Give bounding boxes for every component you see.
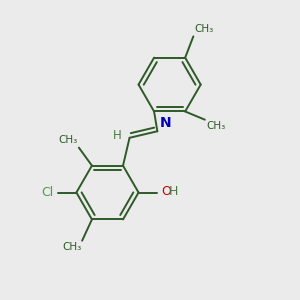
Text: N: N: [159, 116, 171, 130]
Text: H: H: [112, 129, 122, 142]
Text: Cl: Cl: [41, 186, 53, 199]
Text: O: O: [161, 185, 171, 198]
Text: CH₃: CH₃: [195, 24, 214, 34]
Text: CH₃: CH₃: [58, 135, 78, 145]
Text: CH₃: CH₃: [206, 121, 226, 130]
Text: H: H: [168, 185, 178, 198]
Text: CH₃: CH₃: [62, 242, 81, 252]
